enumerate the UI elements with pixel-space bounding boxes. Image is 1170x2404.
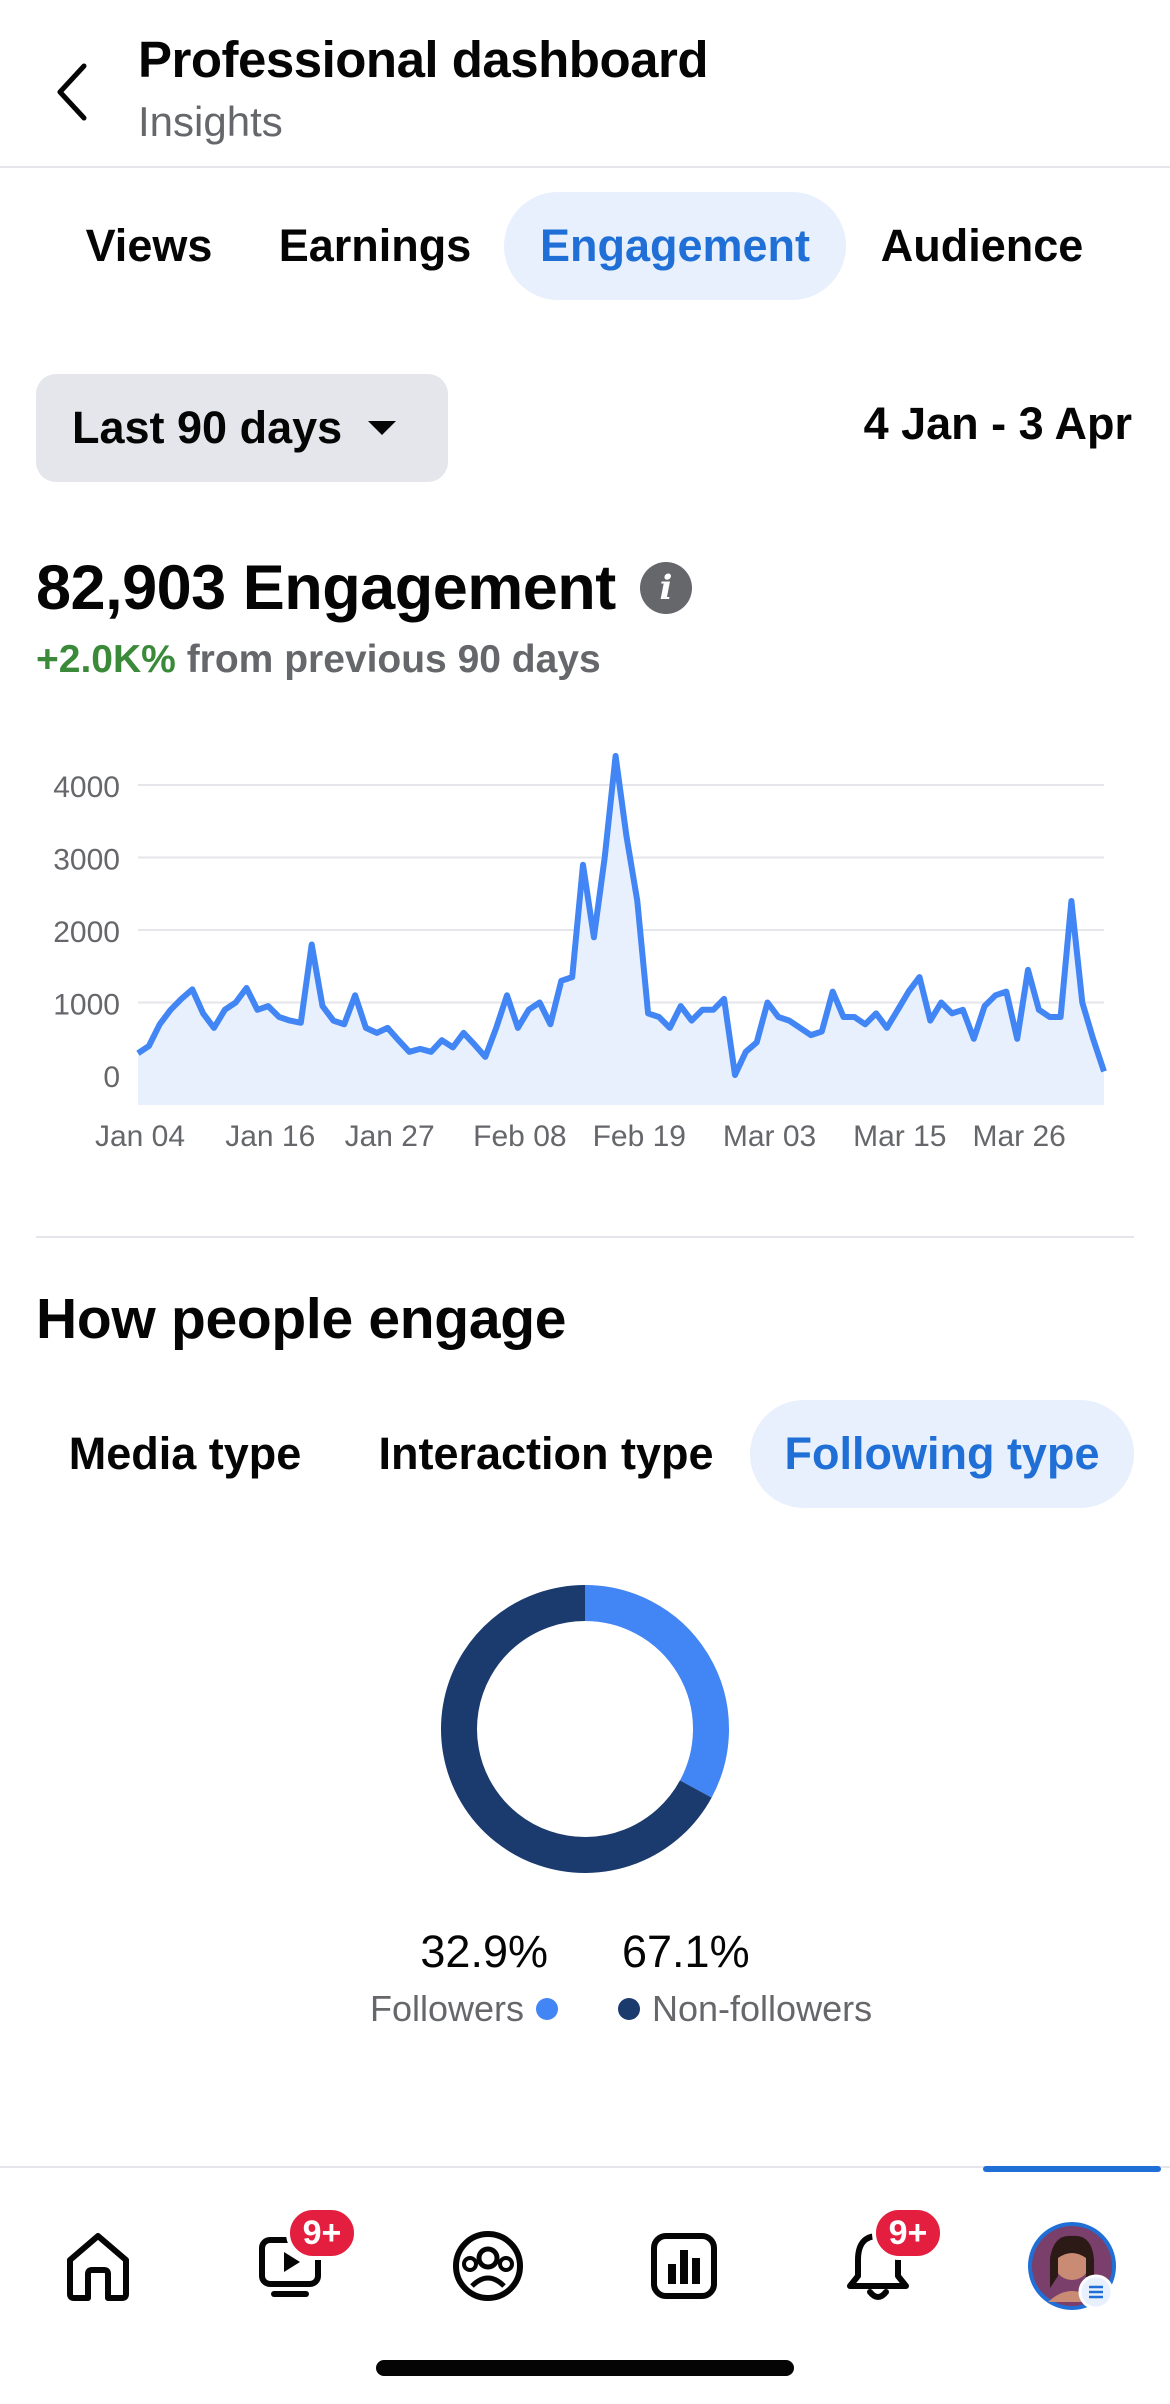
non-followers-legend-dot [618, 1998, 640, 2020]
back-button[interactable] [40, 52, 104, 132]
date-range-label: Last 90 days [72, 402, 343, 453]
profile-avatar [1028, 2222, 1116, 2310]
donut-segment-followers [584, 1585, 729, 1798]
delta-suffix: from previous 90 days [186, 638, 601, 681]
non-followers-label: Non-followers [652, 1988, 873, 2029]
engage-subtabs: Media type Interaction type Following ty… [0, 1400, 1170, 1512]
x-tick-label: Mar 03 [723, 1120, 816, 1153]
back-arrow-icon [57, 63, 87, 121]
subtab-interaction-type[interactable]: Interaction type [378, 1428, 714, 1479]
engagement-value: 82,903 Engagement [36, 553, 616, 623]
y-tick-label: 4000 [53, 771, 120, 804]
section-title: How people engage [36, 1287, 567, 1351]
following-type-donut [441, 1585, 729, 1873]
x-tick-label: Jan 04 [95, 1120, 185, 1153]
engagement-total: 82,903 Engagement i [36, 552, 692, 624]
x-tick-label: Mar 15 [853, 1120, 946, 1153]
engagement-delta: +2.0K% from previous 90 days [36, 638, 601, 682]
nav-active-indicator [983, 2166, 1161, 2172]
delta-value: +2.0K% [36, 638, 176, 681]
caret-down-icon [368, 421, 397, 435]
date-range-text: 4 Jan - 3 Apr [863, 398, 1132, 449]
divider [36, 1236, 1134, 1238]
nav-groups[interactable] [428, 2206, 548, 2326]
y-tick-label: 2000 [53, 916, 120, 949]
nav-video[interactable]: 9+ [232, 2206, 358, 2326]
engagement-chart: 0 1000 2000 3000 4000 Jan 04 Jan 16 Jan 27 Feb 0… [53, 753, 1107, 1153]
subtab-following-type[interactable]: Following type [750, 1400, 1134, 1508]
y-tick-label: 1000 [53, 989, 120, 1022]
followers-label: Followers [369, 1988, 524, 2029]
dashboard-icon [651, 2233, 717, 2299]
groups-icon [453, 2231, 523, 2301]
page-title: Professional dashboard [138, 31, 708, 88]
subtab-media-type[interactable]: Media type [68, 1428, 302, 1479]
nav-dashboard[interactable] [624, 2206, 744, 2326]
donut-segment-non-followers [441, 1585, 712, 1873]
home-icon [67, 2233, 129, 2301]
notifications-badge: 9+ [872, 2206, 944, 2260]
tab-earnings[interactable]: Earnings [278, 220, 472, 271]
y-tick-label: 3000 [53, 844, 120, 877]
non-followers-stat: 67.1% Non-followers [618, 1926, 918, 2030]
header: Professional dashboard Insights [0, 0, 1170, 168]
y-tick-label: 0 [103, 1061, 120, 1094]
non-followers-pct: 67.1% [622, 1926, 750, 1977]
info-icon[interactable]: i [639, 562, 692, 614]
followers-legend-dot [536, 1998, 558, 2020]
tab-views[interactable]: Views [85, 220, 213, 271]
insights-tabs: Views Earnings Engagement Audience [0, 192, 1170, 304]
nav-notifications[interactable]: 9+ [818, 2206, 944, 2326]
x-tick-label: Jan 27 [345, 1120, 435, 1153]
date-range-dropdown[interactable]: Last 90 days [36, 374, 448, 482]
followers-pct: 32.9% [420, 1926, 548, 1977]
video-badge: 9+ [286, 2206, 358, 2260]
tab-engagement[interactable]: Engagement [504, 192, 846, 300]
tab-audience[interactable]: Audience [880, 220, 1084, 271]
followers-stat: 32.9% Followers [348, 1926, 558, 2030]
nav-home[interactable] [38, 2206, 158, 2326]
area-fill [138, 756, 1104, 1105]
series-line [136, 753, 1107, 1078]
x-tick-label: Jan 16 [225, 1120, 315, 1153]
page-subtitle: Insights [138, 98, 283, 145]
nav-profile[interactable] [1012, 2206, 1132, 2326]
home-indicator [376, 2360, 794, 2376]
x-tick-label: Feb 08 [473, 1120, 566, 1153]
x-tick-label: Mar 26 [972, 1120, 1065, 1153]
x-tick-label: Feb 19 [593, 1120, 686, 1153]
